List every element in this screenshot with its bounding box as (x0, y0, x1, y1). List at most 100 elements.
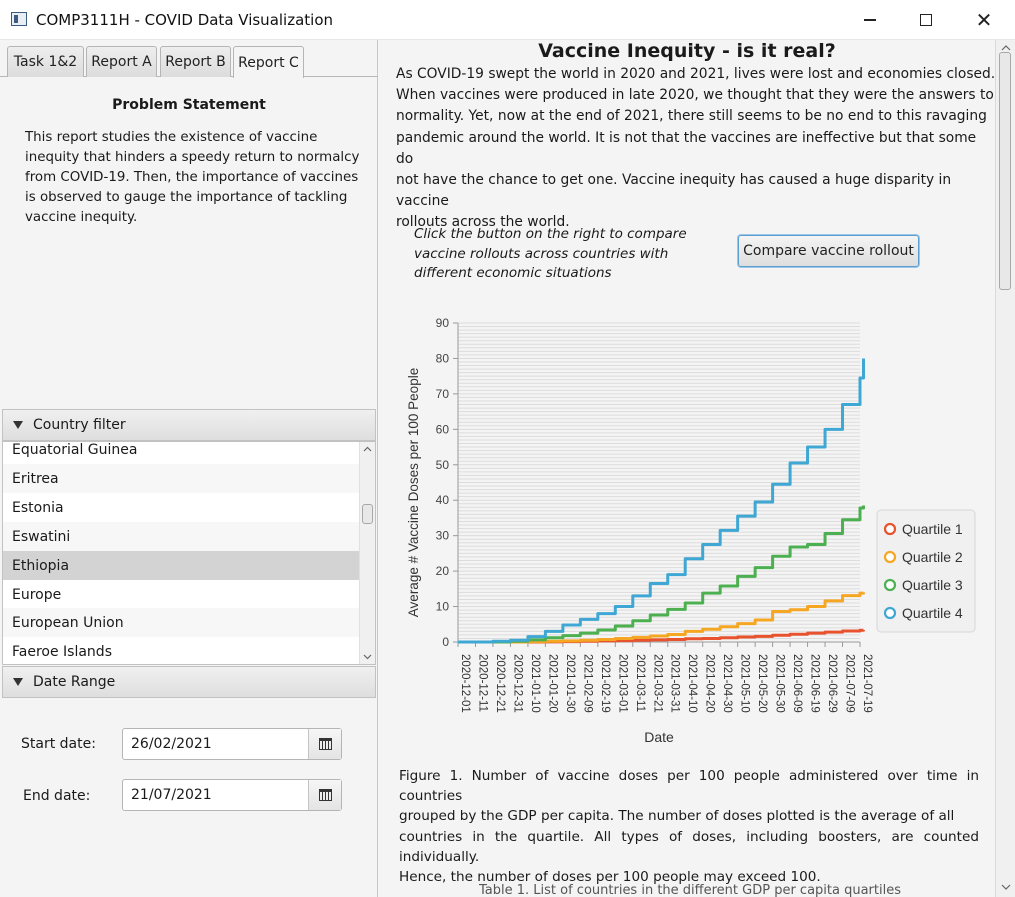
report-scrollbar[interactable] (995, 40, 1015, 897)
maximize-button[interactable] (903, 0, 949, 40)
tab-report-c[interactable]: Report C (233, 46, 304, 78)
start-date-field[interactable]: 26/02/2021 (131, 736, 212, 752)
start-date-picker[interactable]: 26/02/2021 (122, 728, 342, 760)
x-tick-label: 2020-12-21 (494, 654, 506, 713)
calendar-icon (318, 789, 332, 801)
caption-line: countries in the quartile. All types of … (399, 828, 979, 865)
y-tick-label: 30 (436, 529, 450, 543)
x-tick-label: 2021-03-11 (634, 654, 646, 712)
collapse-triangle-icon (13, 678, 23, 686)
x-tick-label: 2021-04-10 (686, 654, 698, 713)
problem-statement-text: This report studies the existence of vac… (25, 128, 360, 228)
start-date-label: Start date: (21, 736, 96, 752)
country-filter-label: Country filter (33, 417, 126, 433)
x-tick-label: 2021-01-10 (529, 654, 541, 713)
vaccine-rollout-chart: 0 10 20 30 40 50 60 70 80 90 2020-12-01 2020-12-11 2… (406, 316, 976, 745)
problem-line: This report studies the existence of vac… (25, 130, 318, 145)
y-tick-label: 60 (436, 422, 450, 436)
x-tick-label: 2021-04-20 (704, 654, 716, 713)
x-tick-label: 2021-01-20 (546, 654, 558, 713)
start-date-calendar-button[interactable] (308, 729, 341, 759)
problem-line: vaccine inequity. (25, 210, 138, 225)
app-icon (11, 12, 27, 26)
x-tick-label: 2021-05-30 (774, 654, 786, 713)
calendar-icon (318, 738, 332, 750)
legend-label: Quartile 4 (902, 605, 963, 621)
close-icon: ✕ (975, 8, 993, 32)
scrollbar-thumb[interactable] (999, 52, 1011, 290)
compare-vaccine-rollout-button[interactable]: Compare vaccine rollout (738, 235, 919, 267)
report-intro: As COVID-19 swept the world in 2020 and … (396, 64, 996, 234)
intro-line: As COVID-19 swept the world in 2020 and … (396, 66, 996, 82)
country-filter-header[interactable]: Country filter (2, 409, 376, 441)
left-panel: Task 1&2 Report A Report B Report C Prob… (0, 40, 378, 897)
maximize-icon (920, 14, 932, 26)
intro-line: not have the chance to get one. Vaccine … (396, 172, 952, 210)
end-date-field[interactable]: 21/07/2021 (131, 787, 212, 803)
report-title: Vaccine Inequity - is it real? (538, 40, 836, 62)
intro-line: rollouts across the world. (396, 214, 570, 231)
tab-report-a[interactable]: Report A (86, 46, 157, 77)
caption-line: Figure 1. Number of vaccine doses per 10… (399, 768, 979, 805)
x-tick-label: 2021-07-09 (844, 654, 856, 713)
hint-line: vaccine rollouts across countries with (414, 245, 669, 262)
x-tick-label: 2021-02-09 (581, 654, 593, 713)
x-axis-label: Date (644, 729, 674, 745)
list-item[interactable]: Faeroe Islands (12, 643, 112, 660)
caption-line: grouped by the GDP per capita. The numbe… (399, 808, 955, 825)
series-line-4 (458, 358, 865, 644)
x-tick-label: 2021-01-30 (564, 654, 576, 713)
y-axis-label: Average # Vaccine Doses per 100 People (406, 368, 421, 617)
tab-task-1-2[interactable]: Task 1&2 (7, 46, 84, 77)
list-item[interactable]: Equatorial Guinea (12, 441, 138, 458)
end-date-label: End date: (23, 788, 91, 804)
scroll-down-icon[interactable] (363, 652, 372, 661)
tab-report-b[interactable]: Report B (160, 46, 231, 77)
x-tick-label: 2020-12-31 (511, 654, 523, 713)
list-item-selected[interactable]: Ethiopia (3, 551, 360, 580)
legend-label: Quartile 2 (902, 549, 963, 565)
y-tick-label: 70 (436, 387, 450, 401)
x-tick-label: 2021-06-19 (809, 654, 821, 713)
country-list[interactable]: Equatorial Guinea Eritrea Estonia Eswati… (2, 441, 376, 665)
title-bar: COMP3111H - COVID Data Visualization ✕ (0, 0, 1015, 40)
problem-statement-title: Problem Statement (112, 97, 266, 113)
x-tick-label: 2021-05-10 (739, 654, 751, 713)
list-item[interactable]: Eswatini (3, 522, 360, 551)
y-tick-label: 50 (436, 458, 450, 472)
collapse-triangle-icon (13, 421, 23, 429)
list-item[interactable]: European Union (3, 608, 360, 637)
end-date-calendar-button[interactable] (308, 780, 341, 810)
x-tick-label: 2021-06-09 (791, 654, 803, 713)
report-panel: Vaccine Inequity - is it real? As COVID-… (379, 40, 1015, 897)
x-tick-label: 2021-05-20 (756, 654, 768, 713)
date-range-header[interactable]: Date Range (2, 666, 376, 698)
close-button[interactable]: ✕ (961, 0, 1007, 40)
x-tick-label: 2021-03-01 (616, 654, 628, 713)
legend-label: Quartile 1 (902, 521, 963, 537)
scroll-up-icon[interactable] (363, 445, 372, 454)
scroll-up-icon[interactable] (1001, 44, 1011, 52)
hint-line: different economic situations (414, 265, 612, 281)
problem-line: from COVID-19. Then, the importance of v… (25, 170, 359, 185)
legend-marker (883, 578, 897, 592)
list-item[interactable]: Eritrea (3, 464, 360, 493)
legend-marker (883, 550, 897, 564)
minimize-button[interactable] (847, 0, 893, 40)
window-title: COMP3111H - COVID Data Visualization (36, 11, 334, 29)
x-tick-label: 2021-02-19 (599, 654, 611, 713)
table-caption-partial: Table 1. List of countries in the differ… (479, 883, 901, 897)
list-item[interactable]: Europe (12, 586, 62, 603)
list-item[interactable]: Estonia (12, 499, 64, 516)
country-list-scrollbar[interactable] (359, 442, 375, 664)
legend-label: Quartile 3 (902, 577, 963, 593)
scroll-down-icon[interactable] (1001, 883, 1011, 891)
x-tick-label: 2021-07-19 (861, 654, 873, 713)
date-range-label: Date Range (33, 674, 116, 690)
tab-bar: Task 1&2 Report A Report B Report C (0, 40, 378, 78)
end-date-picker[interactable]: 21/07/2021 (122, 779, 342, 811)
x-tick-label: 2021-03-21 (651, 654, 663, 713)
scrollbar-thumb[interactable] (362, 504, 373, 524)
x-tick-label: 2021-04-30 (721, 654, 733, 713)
